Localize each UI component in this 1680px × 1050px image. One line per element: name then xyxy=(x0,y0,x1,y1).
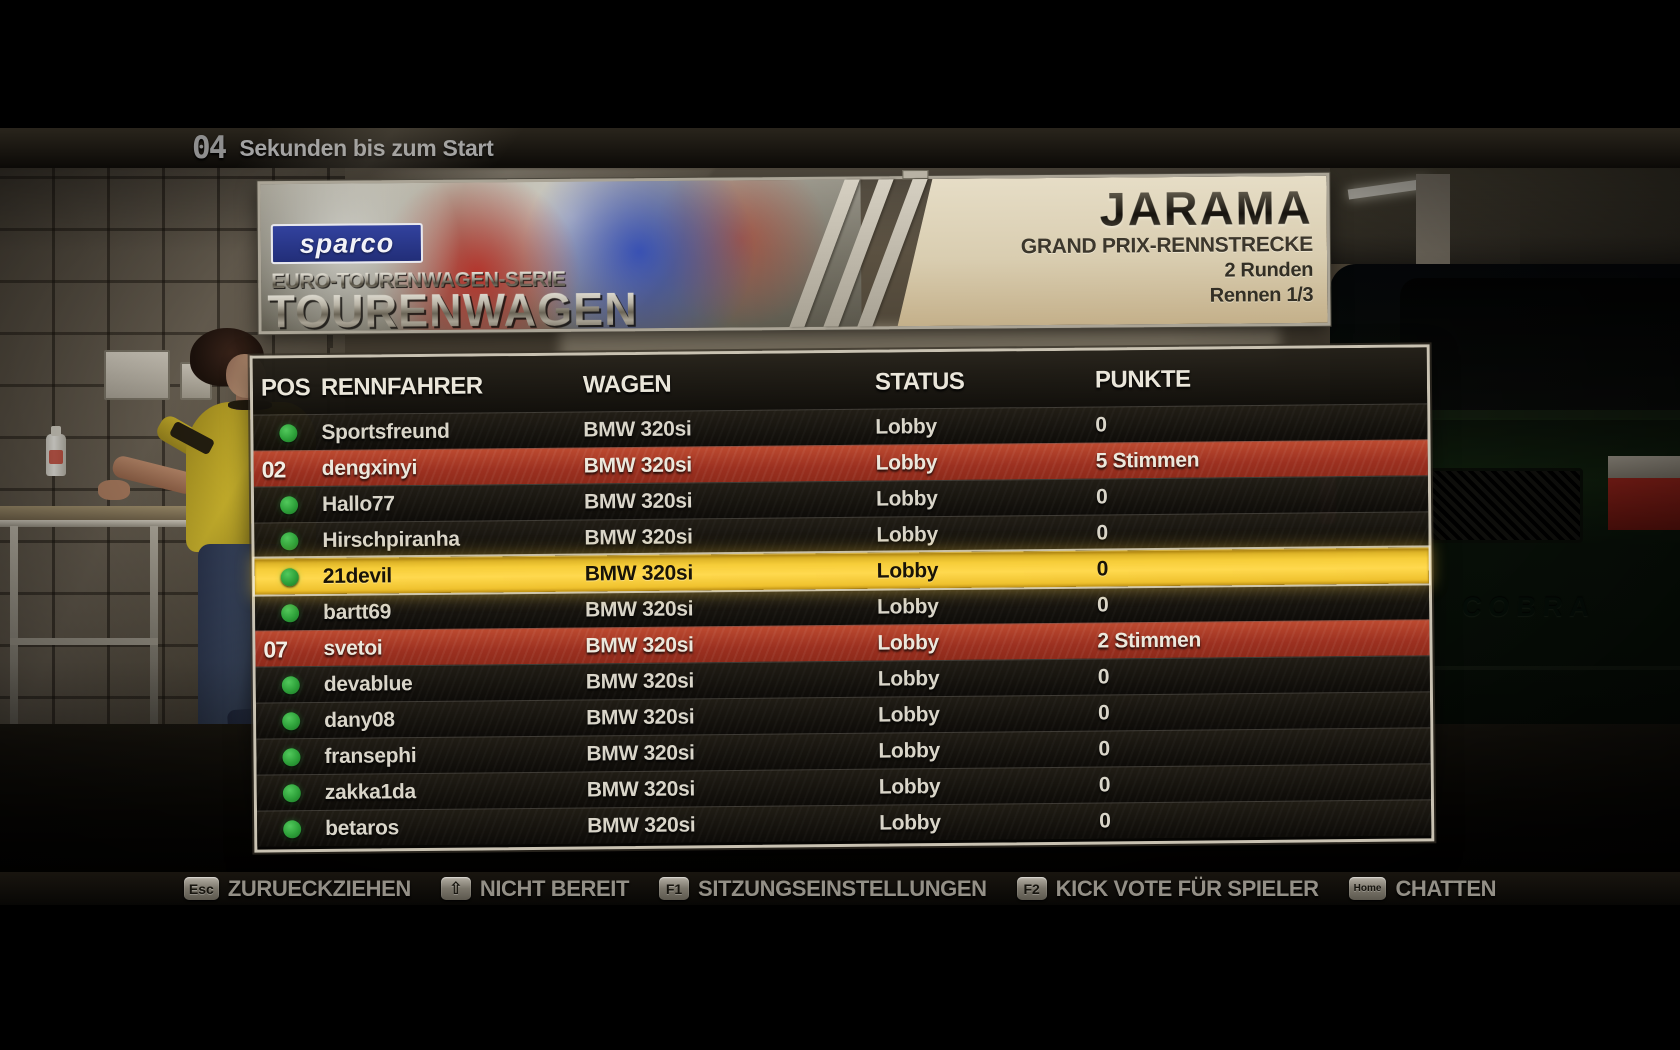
key-hint[interactable]: F2 KICK VOTE FÜR SPIELER xyxy=(1016,875,1319,902)
track-info: JARAMA GRAND PRIX-RENNSTRECKE 2 Runden R… xyxy=(1020,181,1314,309)
key-hint-label: NICHT BEREIT xyxy=(479,875,630,901)
player-status: Lobby xyxy=(878,703,940,727)
light-streak xyxy=(234,128,526,168)
driver-name: dany08 xyxy=(324,708,395,732)
key-badge: ⇧ xyxy=(440,877,471,900)
driver-name: betaros xyxy=(325,816,400,840)
key-badge: Esc xyxy=(183,877,219,900)
key-hint-label: ZURUECKZIEHEN xyxy=(227,875,411,901)
ready-indicator xyxy=(281,604,300,623)
countdown-bar: 04 Sekunden bis zum Start xyxy=(0,128,1680,168)
player-points: 0 xyxy=(1096,557,1109,581)
ready-indicator xyxy=(280,532,299,551)
track-name: JARAMA xyxy=(1020,181,1312,236)
car-name: BMW 320si xyxy=(587,813,696,838)
key-hint[interactable]: F1 SITZUNGSEINSTELLUNGEN xyxy=(659,876,987,902)
series-title: TOURENWAGEN xyxy=(267,282,638,339)
player-status: Lobby xyxy=(876,559,939,583)
sparco-logo: sparco xyxy=(270,222,424,265)
player-points: 0 xyxy=(1095,413,1107,437)
countdown-value: 04 xyxy=(192,130,227,166)
car-name: BMW 320si xyxy=(583,489,693,514)
lobby-scoreboard: POS RENNFAHRER WAGEN STATUS PUNKTE Sport… xyxy=(249,344,1435,853)
key-hint-bar: Esc ZURUECKZIEHEN ⇧ NICHT BEREIT F1 SITZ… xyxy=(0,872,1680,905)
key-badge: F2 xyxy=(1016,877,1047,900)
player-status: Lobby xyxy=(878,775,941,799)
player-points: 0 xyxy=(1098,701,1110,725)
key-hint-label: KICK VOTE FÜR SPIELER xyxy=(1055,875,1319,901)
car-name: BMW 320si xyxy=(584,525,693,550)
player-status: Lobby xyxy=(876,523,939,547)
player-status: Lobby xyxy=(876,595,939,619)
lap-count: 2 Runden xyxy=(1224,258,1314,282)
player-points: 0 xyxy=(1095,485,1108,509)
ready-indicator xyxy=(280,568,299,587)
ready-indicator xyxy=(279,424,298,443)
player-status: Lobby xyxy=(879,811,941,835)
car-name: BMW 320si xyxy=(584,597,694,622)
player-status: Lobby xyxy=(875,487,938,511)
car-name: BMW 320si xyxy=(585,669,695,694)
scoreboard-rows: Sportsfreund BMW 320si Lobby 0 02 dengxi… xyxy=(253,403,1432,847)
player-points: 0 xyxy=(1098,737,1110,761)
header-points: PUNKTE xyxy=(1094,365,1191,394)
player-points: 0 xyxy=(1096,521,1108,545)
ready-indicator xyxy=(281,676,300,695)
series-billboard: sparco EURO-TOURENWAGEN-SERIE TOURENWAGE… xyxy=(257,169,1331,338)
car-name: BMW 320si xyxy=(586,705,695,730)
key-badge: F1 xyxy=(659,877,690,900)
key-hint-label: SITZUNGSEINSTELLUNGEN xyxy=(698,875,987,901)
player-points: 5 Stimmen xyxy=(1095,448,1200,473)
key-hint[interactable]: ⇧ NICHT BEREIT xyxy=(440,875,630,902)
car-name: BMW 320si xyxy=(586,741,695,766)
driver-name: 21devil xyxy=(322,564,392,588)
header-car: WAGEN xyxy=(582,370,672,399)
key-hint[interactable]: Esc ZURUECKZIEHEN xyxy=(183,875,411,902)
key-hint[interactable]: Home CHATTEN xyxy=(1348,875,1497,902)
header-status: STATUS xyxy=(874,367,965,396)
car-name: BMW 320si xyxy=(584,561,694,586)
ready-indicator xyxy=(282,712,301,731)
track-type: GRAND PRIX-RENNSTRECKE xyxy=(1020,232,1314,259)
car-name: BMW 320si xyxy=(583,453,692,478)
player-points: 0 xyxy=(1096,593,1109,617)
car-name: BMW 320si xyxy=(586,777,696,802)
driver-name: svetoi xyxy=(323,636,383,660)
race-number: Rennen 1/3 xyxy=(1209,283,1314,307)
position-number: 02 xyxy=(261,456,286,483)
key-hint-label: CHATTEN xyxy=(1395,875,1497,901)
player-points: 0 xyxy=(1098,773,1111,797)
driver-name: dengxinyi xyxy=(321,456,418,480)
billboard-clip xyxy=(902,169,929,180)
player-status: Lobby xyxy=(875,451,938,475)
player-status: Lobby xyxy=(878,739,941,763)
position-number: 07 xyxy=(263,636,288,663)
car-name: BMW 320si xyxy=(583,417,692,442)
driver-name: Hirschpiranha xyxy=(322,527,460,552)
driver-name: Hallo77 xyxy=(321,492,395,516)
header-pos: POS xyxy=(260,374,311,402)
driver-name: bartt69 xyxy=(322,600,392,624)
player-points: 0 xyxy=(1097,665,1110,689)
driver-name: fransephi xyxy=(324,744,417,768)
car-name: BMW 320si xyxy=(585,633,694,658)
ready-indicator xyxy=(282,748,301,767)
player-status: Lobby xyxy=(877,667,940,691)
driver-name: devablue xyxy=(323,672,413,696)
driver-name: Sportsfreund xyxy=(321,419,450,444)
ready-indicator xyxy=(283,820,302,839)
player-status: Lobby xyxy=(877,631,940,655)
header-driver: RENNFAHRER xyxy=(320,372,483,401)
ready-indicator xyxy=(279,496,299,515)
player-points: 0 xyxy=(1099,809,1111,833)
key-badge: Home xyxy=(1348,877,1387,900)
player-status: Lobby xyxy=(875,415,937,439)
driver-name: zakka1da xyxy=(324,780,416,804)
countdown-label: Sekunden bis zum Start xyxy=(239,135,493,162)
ready-indicator xyxy=(282,784,301,803)
player-points: 2 Stimmen xyxy=(1097,628,1202,653)
